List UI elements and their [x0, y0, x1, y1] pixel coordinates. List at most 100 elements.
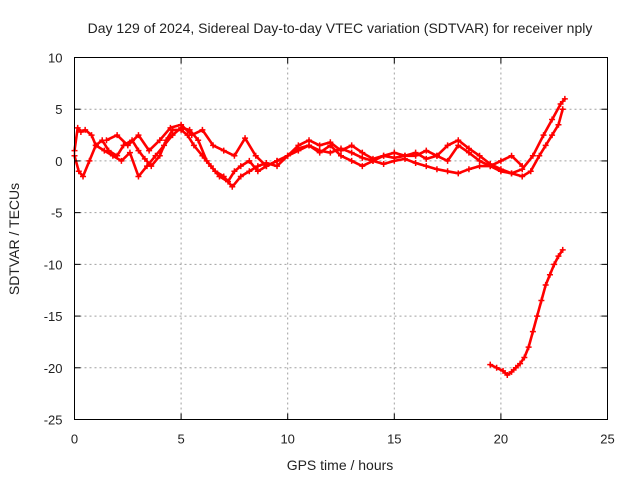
data-point	[306, 142, 313, 149]
data-point	[559, 106, 566, 113]
data-point	[161, 142, 168, 149]
data-point	[455, 137, 462, 144]
data-point	[88, 132, 95, 139]
data-point	[188, 132, 195, 139]
y-tick-label: -15	[44, 309, 63, 324]
data-point	[146, 147, 153, 154]
data-point	[178, 121, 185, 128]
data-point	[254, 168, 261, 175]
data-point	[465, 149, 472, 156]
data-point	[199, 126, 206, 133]
data-point	[433, 152, 440, 159]
data-point	[348, 142, 355, 149]
data-point	[254, 163, 261, 170]
data-point	[316, 149, 323, 156]
data-point	[316, 142, 323, 149]
data-point	[549, 116, 556, 123]
data-point	[231, 152, 238, 159]
data-point	[508, 368, 515, 375]
data-point	[295, 142, 302, 149]
data-point	[444, 168, 451, 175]
x-tick-label: 25	[600, 432, 614, 447]
x-tick-label: 0	[71, 432, 78, 447]
data-point	[508, 152, 515, 159]
data-point	[220, 147, 227, 154]
data-point	[412, 159, 419, 166]
data-point	[109, 152, 116, 159]
data-point	[542, 142, 549, 149]
data-point	[455, 170, 462, 177]
data-point	[423, 155, 430, 162]
data-point	[284, 152, 291, 159]
data-point	[508, 170, 515, 177]
data-point	[465, 166, 472, 173]
data-point	[359, 163, 366, 170]
data-point	[529, 328, 536, 335]
data-point	[546, 271, 553, 278]
data-point	[517, 360, 524, 367]
y-tick-label: 5	[55, 102, 62, 117]
data-point	[135, 132, 142, 139]
data-point	[551, 261, 558, 268]
data-point	[529, 152, 536, 159]
data-point	[401, 152, 408, 159]
data-point	[237, 163, 244, 170]
data-point	[82, 126, 89, 133]
data-point	[380, 161, 387, 168]
data-point	[156, 137, 163, 144]
data-point	[487, 361, 494, 368]
data-point	[538, 297, 545, 304]
data-point	[540, 132, 547, 139]
data-point	[512, 364, 519, 371]
data-point	[124, 142, 131, 149]
data-point	[444, 157, 451, 164]
data-point	[169, 132, 176, 139]
data-point	[242, 135, 249, 142]
series-track-c	[105, 123, 524, 168]
data-point	[229, 183, 236, 190]
data-point	[487, 163, 494, 170]
data-point	[500, 367, 507, 374]
data-point	[274, 163, 281, 170]
data-point	[359, 154, 366, 161]
data-point	[555, 253, 562, 260]
y-tick-label: 10	[48, 51, 62, 66]
data-point	[433, 166, 440, 173]
y-tick-label: -25	[44, 413, 63, 428]
data-point	[135, 147, 142, 154]
data-point	[101, 147, 108, 154]
data-point	[306, 137, 313, 144]
data-point	[348, 149, 355, 156]
data-point	[412, 152, 419, 159]
grid-lines	[74, 57, 608, 420]
data-point	[476, 157, 483, 164]
data-point	[103, 137, 110, 144]
data-point	[497, 157, 504, 164]
x-axis-label: GPS time / hours	[287, 457, 394, 473]
data-point	[338, 152, 344, 159]
data-point	[380, 152, 387, 159]
data-point	[359, 149, 366, 156]
data-point	[536, 152, 543, 159]
data-point	[455, 142, 462, 149]
data-point	[212, 168, 219, 175]
data-point	[559, 246, 566, 253]
data-point	[75, 168, 82, 175]
data-point	[167, 124, 174, 131]
data-point	[338, 147, 344, 154]
data-point	[534, 313, 541, 320]
data-point	[525, 344, 532, 351]
data-point	[555, 121, 562, 128]
data-point	[327, 139, 334, 146]
data-point	[391, 149, 398, 156]
data-point	[203, 157, 210, 164]
x-tick-label: 20	[494, 432, 508, 447]
data-point	[92, 142, 99, 149]
data-point	[237, 173, 244, 180]
data-point	[497, 168, 504, 175]
x-tick-label: 10	[280, 432, 294, 447]
data-point	[476, 163, 483, 170]
data-point	[195, 137, 202, 144]
y-axis-label: SDTVAR / TECUs	[6, 183, 22, 295]
